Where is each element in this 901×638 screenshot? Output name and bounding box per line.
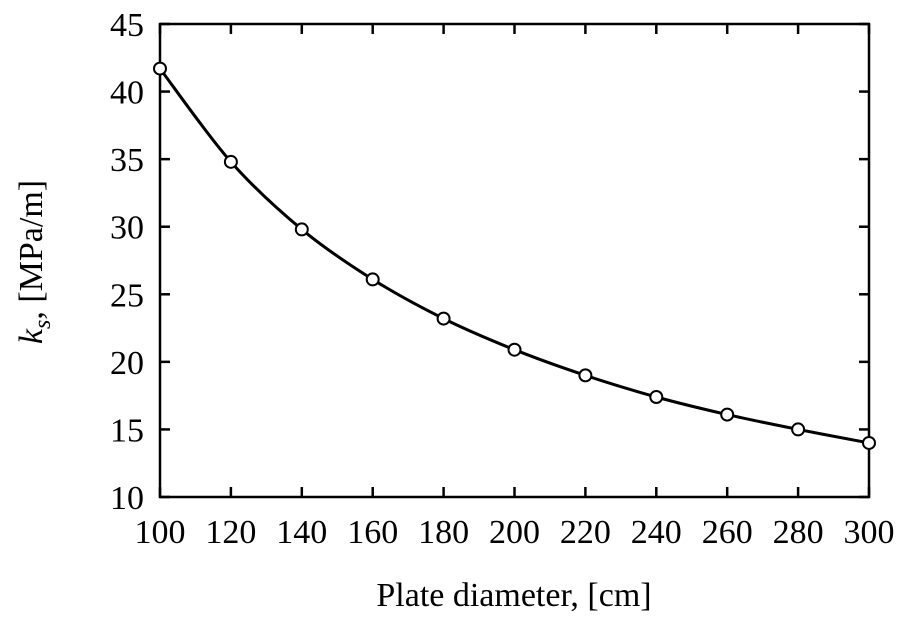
y-tick-label: 10 xyxy=(110,480,144,517)
y-tick-label: 35 xyxy=(110,142,144,179)
data-point-marker xyxy=(862,435,876,450)
data-series xyxy=(153,61,876,450)
plot-border xyxy=(158,22,871,499)
data-point-marker xyxy=(720,407,735,422)
data-point-marker xyxy=(649,389,664,404)
x-tick-label: 220 xyxy=(560,514,611,551)
y-tick-labels: 10 15 20 25 30 35 40 45 xyxy=(110,7,144,517)
data-point-marker xyxy=(578,368,593,383)
y-tick-label: 20 xyxy=(110,345,144,382)
data-point-marker xyxy=(365,272,380,287)
x-tick-label: 200 xyxy=(489,514,540,551)
y-tick-label: 25 xyxy=(110,277,144,314)
y-tick-label: 15 xyxy=(110,412,144,449)
data-point-marker xyxy=(791,422,806,437)
data-point-marker xyxy=(294,222,309,237)
x-axis-label: Plate diameter, [cm] xyxy=(376,577,651,614)
x-tick-label: 280 xyxy=(773,514,824,551)
y-label-symbol: k xyxy=(13,328,50,344)
data-point-marker xyxy=(223,154,238,169)
x-tick-label: 160 xyxy=(347,514,398,551)
x-tick-label: 260 xyxy=(702,514,753,551)
x-tick-label: 120 xyxy=(205,514,256,551)
x-tick-label: 100 xyxy=(135,514,186,551)
y-axis-label: ks, [MPa/m] xyxy=(13,180,56,344)
y-tick-label: 45 xyxy=(110,7,144,44)
x-tick-labels: 100 120 140 160 180 200 220 240 260 280 300 xyxy=(135,514,895,551)
x-tick-label: 300 xyxy=(844,514,895,551)
y-tick-label: 30 xyxy=(110,210,144,247)
x-tick-label: 140 xyxy=(276,514,327,551)
y-label-subscript: s xyxy=(30,320,56,329)
series-line xyxy=(158,67,870,445)
y-label-rest: , [MPa/m] xyxy=(13,180,50,320)
plot-frame xyxy=(158,22,871,499)
data-point-marker xyxy=(436,311,451,326)
axis-ticks xyxy=(158,22,871,499)
data-point-marker xyxy=(153,61,167,76)
data-point-marker xyxy=(507,342,522,357)
x-tick-label: 180 xyxy=(418,514,469,551)
x-tick-label: 240 xyxy=(631,514,682,551)
y-tick-label: 40 xyxy=(110,75,144,112)
